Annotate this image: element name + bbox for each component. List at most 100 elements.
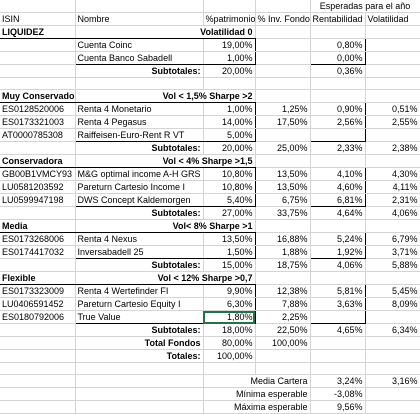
subtotal-rentabilidad[interactable]: 0,36% — [310, 64, 366, 78]
inv-fondo-cell[interactable]: 1,25% — [255, 102, 311, 116]
rentabilidad-cell[interactable]: 2,56% — [309, 115, 366, 129]
patrimonio-cell[interactable]: 1,00% — [203, 51, 256, 65]
subtotal-label[interactable]: Subtotales: — [75, 258, 204, 272]
cell[interactable] — [310, 336, 366, 350]
cell[interactable] — [310, 154, 366, 168]
media-cartera-rentabilidad[interactable]: 3,24% — [310, 374, 366, 388]
cell[interactable] — [255, 271, 311, 285]
subtotal-volatilidad[interactable]: 6,34% — [365, 323, 420, 337]
inv-fondo-cell[interactable]: 12,38% — [255, 284, 311, 298]
cell[interactable] — [365, 271, 420, 285]
rentabilidad-cell[interactable]: 3,63% — [309, 297, 366, 311]
section-title[interactable]: Flexible — [0, 271, 76, 285]
col-header-rentabilidad[interactable]: Rentabilidad — [310, 12, 366, 26]
isin-cell[interactable]: ES0174417032 — [0, 245, 76, 259]
fund-name-cell[interactable]: Renta 4 Wertefinder FI — [74, 284, 204, 298]
patrimonio-cell[interactable]: 14,00% — [203, 115, 256, 129]
selected-patrimonio-cell[interactable]: 1,80% — [203, 310, 256, 324]
patrimonio-cell[interactable]: 10,80% — [203, 180, 256, 194]
col-header-isin[interactable]: ISIN — [0, 12, 76, 26]
inv-fondo-cell[interactable]: 6,75% — [255, 193, 311, 207]
isin-cell[interactable]: AT0000785308 — [0, 128, 76, 142]
cell[interactable] — [255, 219, 311, 233]
col-header-patrimonio[interactable]: %patrimonio — [203, 12, 256, 26]
inv-fondo-cell[interactable]: 1,88% — [255, 245, 311, 259]
cell[interactable] — [75, 374, 204, 388]
rentabilidad-cell[interactable]: 0,90% — [309, 102, 366, 116]
fund-name-cell[interactable]: Renta 4 Nexus — [74, 232, 204, 246]
section-criteria[interactable]: Vol < 12% Sharpe >0,7 — [75, 271, 256, 285]
rentabilidad-cell[interactable] — [309, 310, 366, 324]
col-header-inv-fondo[interactable]: % Inv. Fondo — [255, 12, 311, 26]
patrimonio-cell[interactable]: 1,00% — [203, 102, 256, 116]
cell[interactable] — [255, 25, 311, 39]
inv-fondo-cell[interactable]: 2,25% — [255, 310, 311, 324]
expected-group-label[interactable]: Esperadas para el año — [310, 0, 420, 13]
fund-name-cell[interactable]: M&G optimal income A-H GRS — [74, 167, 204, 181]
cell[interactable] — [365, 89, 420, 103]
isin-cell[interactable]: ES0173323009 — [0, 284, 76, 298]
subtotal-inv-fondo[interactable]: 18,75% — [255, 258, 311, 272]
cell[interactable] — [365, 387, 420, 401]
isin-cell[interactable]: ES0180792006 — [0, 310, 76, 324]
cell[interactable] — [75, 400, 204, 414]
fund-name-cell[interactable]: Renta 4 Monetario — [74, 102, 204, 116]
cell[interactable] — [75, 387, 204, 401]
cell[interactable] — [75, 0, 204, 13]
subtotal-label[interactable]: Subtotales: — [75, 206, 204, 220]
cell[interactable] — [310, 219, 366, 233]
col-header-volatilidad[interactable]: Volatilidad — [365, 12, 420, 26]
cell[interactable] — [0, 374, 76, 388]
minima-value[interactable]: -3,08% — [310, 387, 366, 401]
section-title[interactable]: LIQUIDEZ — [0, 25, 76, 39]
cell[interactable] — [365, 25, 420, 39]
rentabilidad-cell[interactable] — [309, 128, 366, 142]
cell[interactable] — [203, 0, 256, 13]
subtotal-rentabilidad[interactable]: 4,65% — [310, 323, 366, 337]
fund-name-cell[interactable]: Inversabadell 25 — [74, 245, 204, 259]
isin-cell[interactable]: LU0599947198 — [0, 193, 76, 207]
isin-cell[interactable]: LU0406591452 — [0, 297, 76, 311]
volatilidad-cell[interactable] — [365, 51, 420, 65]
isin-cell[interactable]: ES0173321003 — [0, 115, 76, 129]
cell[interactable] — [365, 336, 420, 350]
subtotal-inv-fondo[interactable]: 33,75% — [255, 206, 311, 220]
cell[interactable] — [0, 349, 76, 363]
fund-name-cell[interactable]: Renta 4 Pegasus — [74, 115, 204, 129]
cell[interactable] — [0, 141, 76, 155]
volatilidad-cell[interactable] — [365, 38, 420, 52]
totales-label[interactable]: Totales: — [75, 349, 204, 363]
section-title[interactable]: Muy Conservador — [0, 89, 76, 103]
patrimonio-cell[interactable]: 5,00% — [203, 128, 256, 142]
cell[interactable] — [0, 258, 76, 272]
inv-fondo-cell[interactable] — [255, 51, 311, 65]
subtotal-patrimonio[interactable]: 20,00% — [203, 64, 256, 78]
patrimonio-cell[interactable]: 5,40% — [203, 193, 256, 207]
media-cartera-volatilidad[interactable]: 3,16% — [365, 374, 420, 388]
inv-fondo-cell[interactable]: 17,50% — [255, 115, 311, 129]
total-fondos-patrimonio[interactable]: 80,00% — [203, 336, 256, 350]
inv-fondo-cell[interactable]: 13,50% — [255, 180, 311, 194]
volatilidad-cell[interactable]: 5,45% — [365, 284, 420, 298]
patrimonio-cell[interactable]: 10,80% — [203, 167, 256, 181]
subtotal-patrimonio[interactable]: 18,00% — [203, 323, 256, 337]
patrimonio-cell[interactable]: 9,90% — [203, 284, 256, 298]
subtotal-label[interactable]: Subtotales: — [75, 64, 204, 78]
fund-name-cell[interactable]: Pareturn Cartesio Equity I — [74, 297, 204, 311]
minima-label[interactable]: Mínima esperable — [203, 387, 311, 401]
section-criteria[interactable]: Vol < 4% Sharpe >1,5 — [75, 154, 256, 168]
inv-fondo-cell[interactable]: 7,88% — [255, 297, 311, 311]
fund-name-cell[interactable]: Cuenta Banco Sabadell — [74, 51, 204, 65]
cell[interactable] — [255, 89, 311, 103]
fund-name-cell[interactable]: True Value — [74, 310, 204, 324]
subtotal-inv-fondo[interactable]: 25,00% — [255, 141, 311, 155]
rentabilidad-cell[interactable]: 4,60% — [309, 180, 366, 194]
volatilidad-cell[interactable]: 0,51% — [365, 102, 420, 116]
maxima-value[interactable]: 9,56% — [310, 400, 366, 414]
cell[interactable] — [365, 349, 420, 363]
media-cartera-label[interactable]: Media Cartera — [203, 374, 311, 388]
cell[interactable] — [255, 154, 311, 168]
volatilidad-cell[interactable]: 8,09% — [365, 297, 420, 311]
subtotal-patrimonio[interactable]: 27,00% — [203, 206, 256, 220]
inv-fondo-cell[interactable] — [255, 38, 311, 52]
